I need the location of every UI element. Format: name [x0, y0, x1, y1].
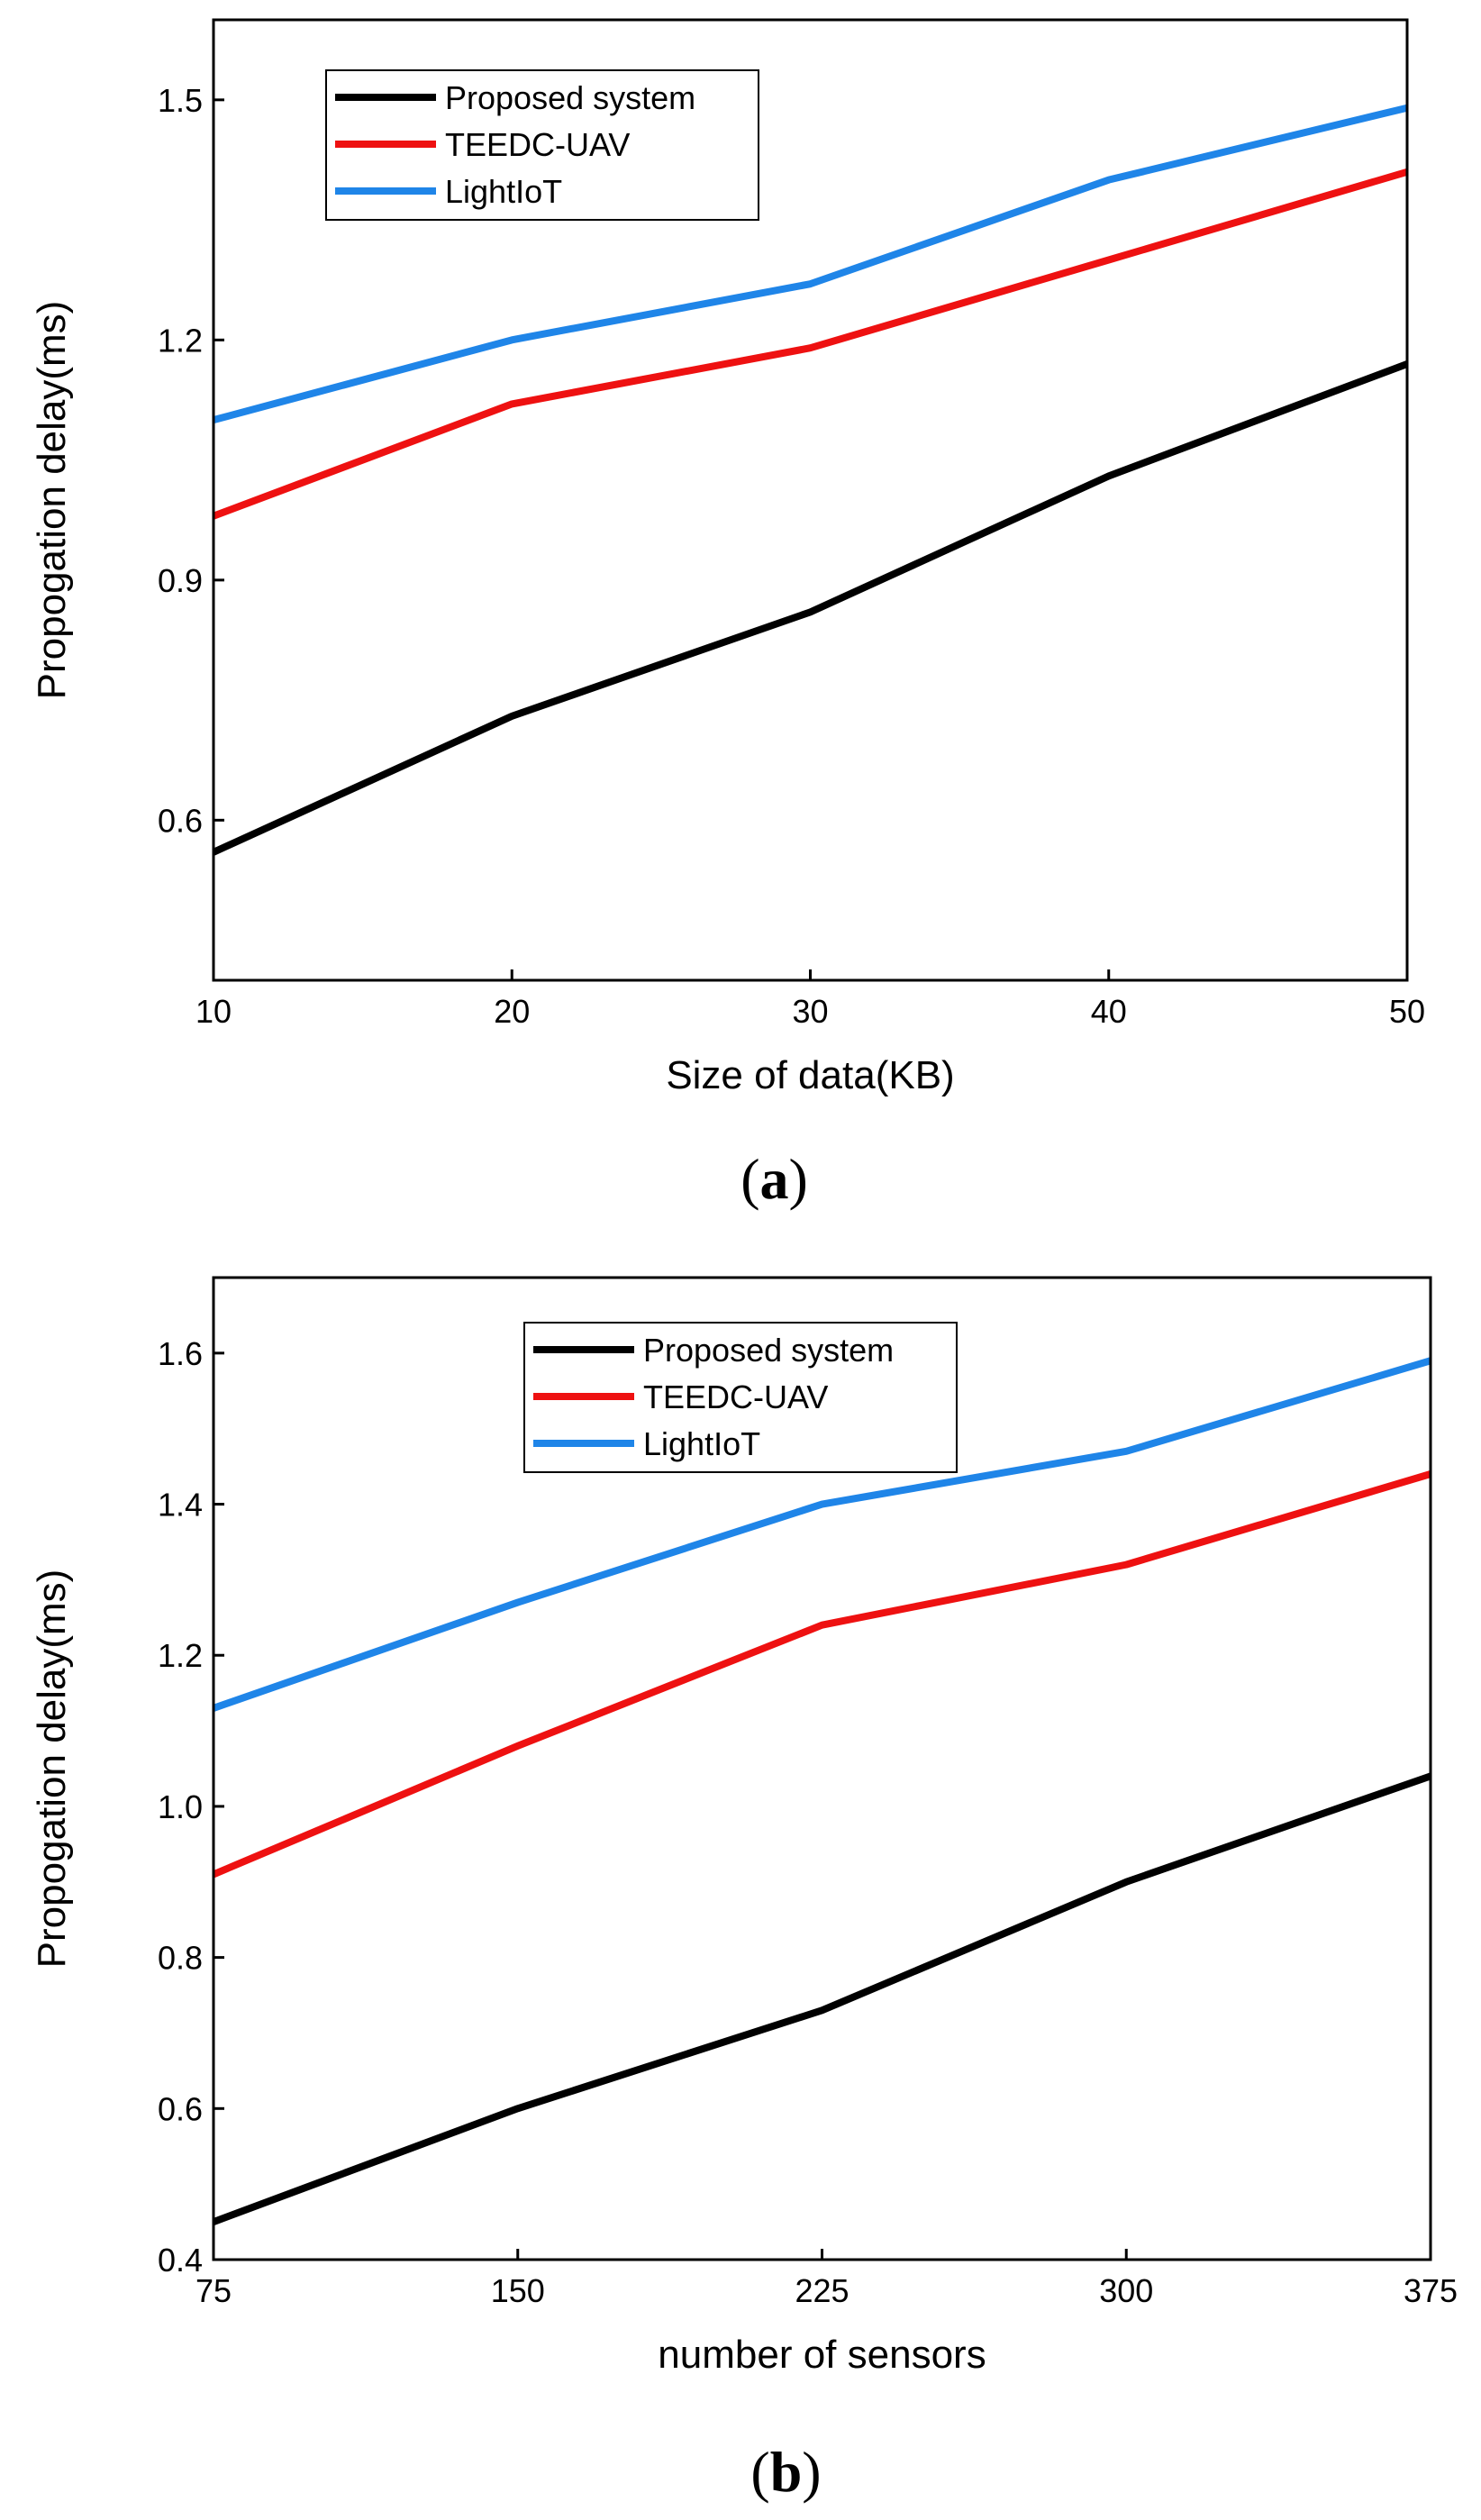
y-tick-label: 1.2 — [158, 1637, 203, 1674]
x-tick-label: 300 — [1099, 2272, 1153, 2309]
x-tick-label: 30 — [792, 993, 828, 1030]
chart-b: 75 150 225 300 375 0.4 0.6 0.8 1.0 1.2 1.4 1.6 numbe… — [30, 1276, 1458, 2504]
y-axis-title: Propogation delay(ms) — [30, 301, 74, 700]
series-line-teedc-uav — [212, 1470, 1432, 1879]
y-axis-title: Propogation delay(ms) — [30, 1569, 74, 1969]
series-line-teedc-uav — [212, 168, 1409, 520]
panel-letter: a — [760, 1147, 789, 1211]
series-line-lightiot — [212, 104, 1408, 424]
y-tick-label: 0.9 — [158, 562, 203, 599]
y-tick-label: 1.6 — [158, 1335, 203, 1372]
x-tick-label: 50 — [1389, 993, 1425, 1030]
y-tick-label: 0.4 — [158, 2242, 203, 2279]
y-tick-label: 0.8 — [158, 1940, 203, 1977]
legend-label-teedc-uav: TEEDC-UAV — [643, 1378, 828, 1415]
y-tick-label: 0.6 — [158, 2090, 203, 2127]
y-tick-label: 1.2 — [158, 322, 203, 359]
legend: Proposed system TEEDC-UAV LightIoT — [325, 69, 759, 221]
panel-label: (b) — [750, 2440, 821, 2504]
legend-label-lightiot: LightIoT — [643, 1425, 760, 1462]
x-tick-label: 375 — [1404, 2272, 1458, 2309]
panel-letter: b — [770, 2440, 803, 2504]
x-tick-label: 20 — [494, 993, 530, 1030]
y-tick-label: 0.6 — [158, 802, 203, 839]
x-axis-title: Size of data(KB) — [666, 1053, 954, 1097]
x-tick-label: 150 — [491, 2272, 545, 2309]
y-tick-label: 1.5 — [158, 82, 203, 119]
legend-label-teedc-uav: TEEDC-UAV — [445, 126, 630, 163]
series-line-proposed-system — [212, 1772, 1432, 2225]
legend-label-proposed-system: Proposed system — [643, 1332, 894, 1369]
series-line-proposed-system — [212, 360, 1409, 856]
legend: Proposed system TEEDC-UAV LightIoT — [523, 1322, 958, 1473]
y-tick-label: 1.0 — [158, 1788, 203, 1825]
panel-label: (a) — [740, 1147, 808, 1211]
x-tick-label: 40 — [1091, 993, 1127, 1030]
series-line-lightiot — [212, 1357, 1432, 1712]
x-tick-label: 10 — [195, 993, 232, 1030]
legend-label-lightiot: LightIoT — [445, 173, 562, 210]
y-tick-label: 1.4 — [158, 1487, 203, 1524]
x-tick-label: 75 — [195, 2272, 232, 2309]
chart-a: 10 20 30 40 50 0.6 0.9 1.2 1.5 Size of data(KB) Pr… — [30, 18, 1425, 1211]
x-tick-label: 225 — [795, 2272, 849, 2309]
x-axis-title: number of sensors — [658, 2333, 986, 2377]
legend-label-proposed-system: Proposed system — [445, 79, 695, 116]
